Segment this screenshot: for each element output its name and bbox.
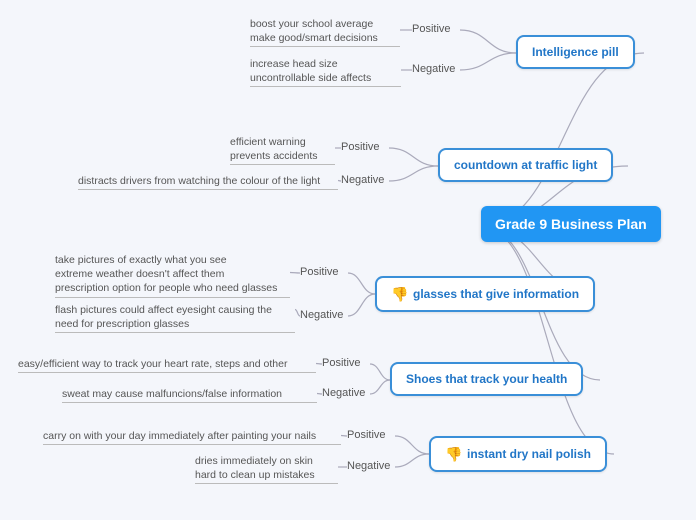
branch-traffic[interactable]: countdown at traffic light <box>438 148 613 182</box>
sub-label-text: Positive <box>347 429 386 441</box>
branch-nail[interactable]: 👎 instant dry nail polish <box>429 436 607 472</box>
sub-label-text: Negative <box>341 174 384 186</box>
sub-label-text: Positive <box>412 23 451 35</box>
branch-label: countdown at traffic light <box>454 158 597 172</box>
branch-glasses[interactable]: 👎 glasses that give information <box>375 276 595 312</box>
sub-label: Positive <box>412 23 451 35</box>
thumbs-down-icon: 👎 <box>391 286 407 302</box>
branch-label: instant dry nail polish <box>467 447 591 461</box>
root-label: Grade 9 Business Plan <box>495 216 647 232</box>
thumbs-down-icon: 👎 <box>445 446 461 462</box>
sub-label: Positive <box>300 266 339 278</box>
sub-label-text: Positive <box>322 357 361 369</box>
sub-label: Negative <box>412 63 455 75</box>
leaf-text: easy/efficient way to track your heart r… <box>18 358 287 370</box>
leaf-text: take pictures of exactly what you seeext… <box>55 254 277 294</box>
sub-label: Negative <box>341 174 384 186</box>
root-node[interactable]: Grade 9 Business Plan <box>481 206 661 242</box>
leaf-node: easy/efficient way to track your heart r… <box>18 357 316 373</box>
sub-label-text: Positive <box>341 141 380 153</box>
branch-label: glasses that give information <box>413 287 579 301</box>
branch-label: Shoes that track your health <box>406 372 567 386</box>
leaf-node: take pictures of exactly what you seeext… <box>55 253 290 298</box>
leaf-node: increase head sizeuncontrollable side af… <box>250 57 401 87</box>
sub-label: Positive <box>341 141 380 153</box>
leaf-node: boost your school averagemake good/smart… <box>250 17 400 47</box>
leaf-node: flash pictures could affect eyesight cau… <box>55 303 295 333</box>
leaf-text: increase head sizeuncontrollable side af… <box>250 58 371 84</box>
sub-label: Negative <box>300 309 343 321</box>
sub-label-text: Negative <box>347 460 390 472</box>
sub-label-text: Positive <box>300 266 339 278</box>
sub-label: Negative <box>322 387 365 399</box>
sub-label-text: Negative <box>322 387 365 399</box>
leaf-node: distracts drivers from watching the colo… <box>78 174 338 190</box>
leaf-text: dries immediately on skinhard to clean u… <box>195 455 315 481</box>
sub-label: Positive <box>322 357 361 369</box>
leaf-text: carry on with your day immediately after… <box>43 430 316 442</box>
branch-label: Intelligence pill <box>532 45 619 59</box>
leaf-node: efficient warningprevents accidents <box>230 135 335 165</box>
leaf-node: dries immediately on skinhard to clean u… <box>195 454 338 484</box>
branch-intel[interactable]: Intelligence pill <box>516 35 635 69</box>
sub-label: Negative <box>347 460 390 472</box>
leaf-node: carry on with your day immediately after… <box>43 429 341 445</box>
sub-label-text: Negative <box>300 309 343 321</box>
leaf-text: flash pictures could affect eyesight cau… <box>55 304 272 330</box>
leaf-text: distracts drivers from watching the colo… <box>78 175 320 187</box>
leaf-text: boost your school averagemake good/smart… <box>250 18 378 44</box>
leaf-text: efficient warningprevents accidents <box>230 136 318 162</box>
sub-label: Positive <box>347 429 386 441</box>
leaf-node: sweat may cause malfuncions/false inform… <box>62 387 317 403</box>
branch-shoes[interactable]: Shoes that track your health <box>390 362 583 396</box>
leaf-text: sweat may cause malfuncions/false inform… <box>62 388 282 400</box>
sub-label-text: Negative <box>412 63 455 75</box>
